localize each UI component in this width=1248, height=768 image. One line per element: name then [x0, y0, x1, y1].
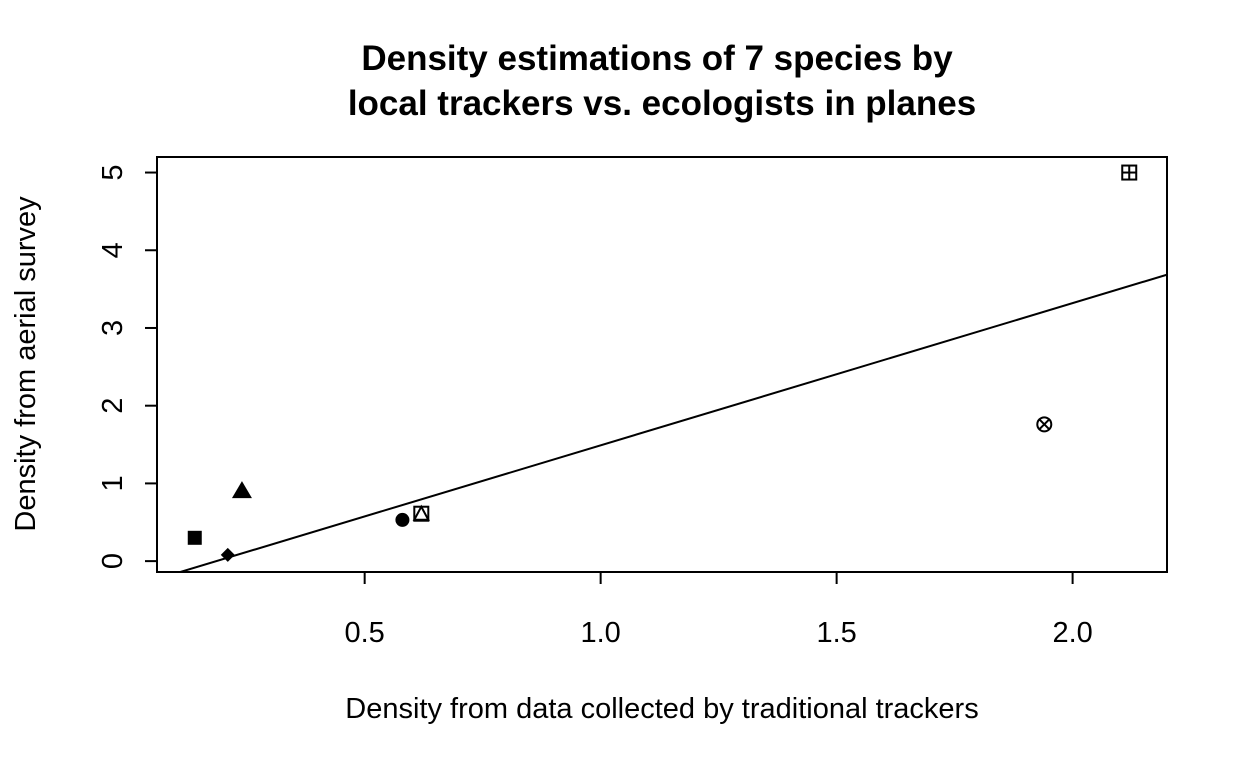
y-tick-label: 2 [97, 398, 129, 414]
y-axis: 0 1 2 3 4 5 [97, 164, 157, 569]
y-tick-label: 4 [97, 242, 129, 258]
x-axis-label: Density from data collected by tradition… [345, 693, 978, 725]
x-tick-label: 2.0 [1052, 617, 1092, 649]
circle-outline-marker [1036, 416, 1053, 433]
y-tick-label: 3 [97, 320, 129, 336]
x-tick-label: 0.5 [344, 617, 384, 649]
data-points [187, 164, 1138, 562]
data-point-filled-triangle [231, 481, 252, 499]
plot-frame [156, 156, 1168, 573]
y-tick-label: 5 [97, 164, 129, 180]
y-axis-label: Density from aerial survey [10, 196, 42, 532]
data-point-square-triangle [412, 504, 430, 522]
data-point-filled-circle [395, 512, 410, 527]
triangle-outline-marker [412, 504, 430, 521]
y-tick-label: 0 [97, 553, 129, 569]
y-tick-label: 1 [97, 475, 129, 491]
data-point-square-plus [1121, 164, 1138, 181]
chart-title-line-2: local trackers vs. ecologists in planes [348, 84, 976, 123]
x-axis: 0.5 1.0 1.5 2.0 [344, 572, 1093, 649]
chart-title-line-1: Density estimations of 7 species by [361, 39, 953, 78]
circle-marker [395, 512, 410, 527]
regression-line [176, 273, 1167, 572]
x-stroke-2 [1038, 418, 1050, 431]
x-tick-label: 1.0 [580, 617, 620, 649]
data-point-filled-diamond [220, 547, 235, 562]
x-tick-label: 1.5 [816, 617, 856, 649]
data-point-circle-x [1036, 416, 1053, 433]
data-point-filled-square [187, 530, 202, 545]
triangle-marker [231, 481, 252, 499]
diamond-marker [220, 547, 235, 562]
square-marker [187, 530, 202, 545]
regression-line-group [176, 273, 1167, 572]
